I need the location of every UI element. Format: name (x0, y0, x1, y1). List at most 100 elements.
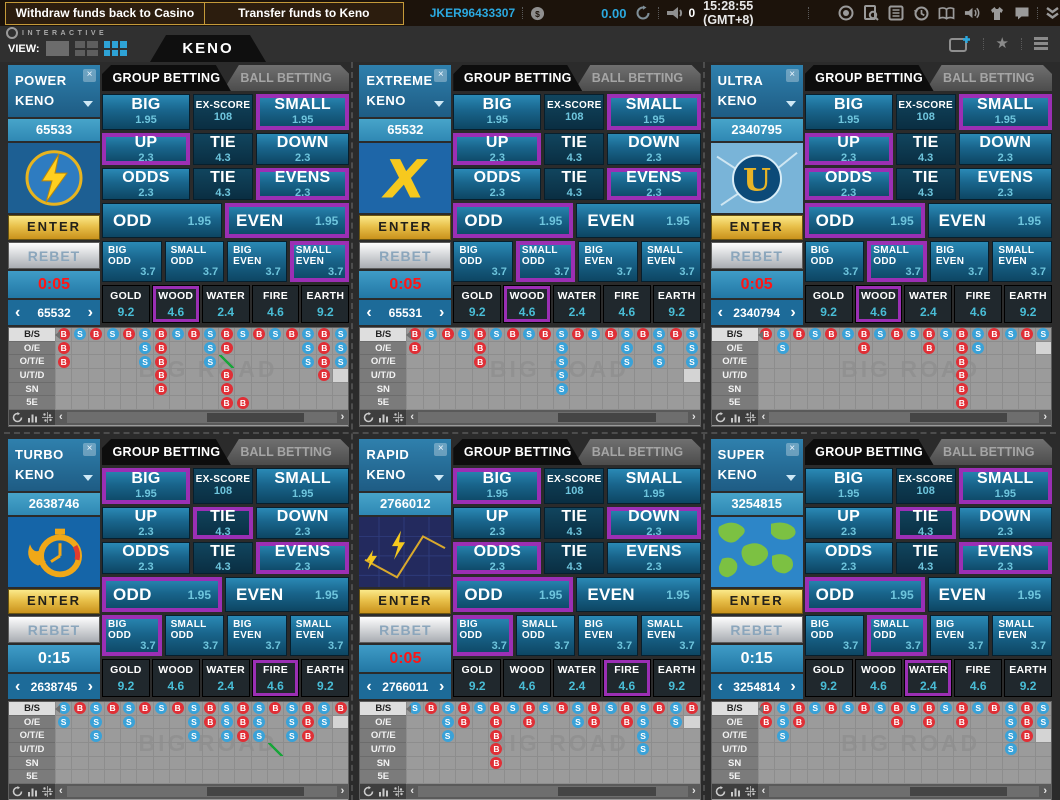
bet-earth[interactable]: EARTH 9.2 (1004, 285, 1052, 323)
bet-wood[interactable]: WOOD 4.6 (151, 285, 200, 323)
road-scatter-icon[interactable] (393, 786, 405, 798)
bet-small[interactable]: SMALL 1.95 (256, 468, 350, 504)
bet-even[interactable]: EVEN 1.95 (576, 577, 701, 612)
rules-book-icon[interactable] (938, 6, 955, 21)
bet-wood[interactable]: WOOD 4.6 (854, 659, 903, 697)
bet-big[interactable]: BIG 1.95 (804, 468, 893, 504)
bet-water[interactable]: WATER 2.4 (553, 285, 601, 323)
enter-button[interactable]: ENTER (710, 589, 803, 614)
enter-button[interactable]: ENTER (8, 589, 100, 614)
road-refresh-icon[interactable] (12, 412, 23, 423)
prev-round-arrow-icon[interactable]: ‹ (15, 303, 21, 321)
bet-big-even[interactable]: BIG EVEN 3.7 (227, 241, 287, 282)
bet-small[interactable]: SMALL 1.95 (607, 94, 701, 130)
bet-small-odd[interactable]: SMALL ODD 3.7 (164, 615, 225, 656)
road-scatter-icon[interactable] (393, 412, 405, 424)
road-scatter-icon[interactable] (744, 412, 756, 424)
tab-ball-betting[interactable]: BALL BETTING (926, 439, 1052, 465)
bet-small-odd[interactable]: SMALL ODD 3.7 (867, 241, 927, 282)
road-refresh-icon[interactable] (363, 412, 374, 423)
game-select-chevron-icon[interactable] (785, 101, 796, 107)
bet-small-odd[interactable]: SMALL ODD 3.7 (164, 241, 225, 282)
bet-gold[interactable]: GOLD 9.2 (453, 659, 502, 697)
enter-button[interactable]: ENTER (359, 215, 452, 240)
tab-group-betting[interactable]: GROUP BETTING (805, 65, 934, 91)
road-scatter-icon[interactable] (42, 412, 53, 424)
bet-big-odd[interactable]: BIG ODD 3.7 (102, 241, 162, 282)
next-round-arrow-icon[interactable]: › (790, 303, 796, 321)
bet-big-even[interactable]: BIG EVEN 3.7 (929, 615, 990, 656)
add-table-icon[interactable] (948, 35, 971, 52)
scrollbar-track[interactable] (418, 786, 688, 798)
bet-odds[interactable]: ODDS 2.3 (102, 542, 190, 574)
scroll-left-icon[interactable]: ‹ (410, 411, 414, 424)
road-stats-icon[interactable] (27, 412, 38, 423)
tab-group-betting[interactable]: GROUP BETTING (102, 65, 231, 91)
bet-even[interactable]: EVEN 1.95 (225, 203, 350, 238)
bet-gold[interactable]: GOLD 9.2 (804, 659, 853, 697)
bet-big-even[interactable]: BIG EVEN 3.7 (578, 615, 639, 656)
scrollbar-thumb[interactable] (558, 413, 656, 423)
close-panel-icon[interactable]: × (434, 443, 448, 456)
rebet-button[interactable]: REBET (8, 242, 100, 269)
announcement-horn-icon[interactable] (666, 6, 684, 20)
bet-wood[interactable]: WOOD 4.6 (503, 285, 552, 323)
road-stats-icon[interactable] (378, 412, 389, 423)
bet-tie-ud[interactable]: TIE 4.3 (544, 507, 605, 539)
transfer-funds-button[interactable]: Transfer funds to Keno (203, 1, 404, 25)
bet-up[interactable]: UP 2.3 (804, 133, 893, 165)
bet-fire[interactable]: FIRE 4.6 (602, 285, 651, 323)
close-panel-icon[interactable]: × (785, 69, 799, 82)
bet-small[interactable]: SMALL 1.95 (607, 468, 701, 504)
collapse-chevrons-icon[interactable] (1045, 6, 1060, 20)
bet-small[interactable]: SMALL 1.95 (958, 94, 1052, 130)
bet-big-odd[interactable]: BIG ODD 3.7 (453, 615, 513, 656)
road-refresh-icon[interactable] (715, 412, 726, 423)
dealer-dress-icon[interactable] (989, 6, 1005, 21)
close-panel-icon[interactable]: × (434, 69, 448, 82)
enter-button[interactable]: ENTER (8, 215, 100, 240)
scroll-left-icon[interactable]: ‹ (410, 785, 414, 798)
view-quad-button[interactable] (74, 41, 98, 56)
view-six-button[interactable] (103, 41, 127, 56)
bet-water[interactable]: WATER 2.4 (553, 659, 601, 697)
bet-big-odd[interactable]: BIG ODD 3.7 (102, 615, 162, 656)
bet-gold[interactable]: GOLD 9.2 (804, 285, 853, 323)
bet-big-odd[interactable]: BIG ODD 3.7 (804, 615, 865, 656)
bet-odd[interactable]: ODD 1.95 (804, 203, 925, 238)
bet-odds[interactable]: ODDS 2.3 (804, 168, 893, 200)
bet-odd[interactable]: ODD 1.95 (102, 577, 222, 612)
bet-earth[interactable]: EARTH 9.2 (301, 285, 350, 323)
bet-odd[interactable]: ODD 1.95 (453, 577, 574, 612)
bet-evens[interactable]: EVENS 2.3 (256, 168, 350, 200)
bet-evens[interactable]: EVENS 2.3 (256, 542, 350, 574)
scrollbar-thumb[interactable] (909, 413, 1007, 423)
rebet-button[interactable]: REBET (710, 242, 803, 269)
bet-ex-score[interactable]: EX-SCORE 108 (193, 94, 253, 130)
bet-water[interactable]: WATER 2.4 (904, 285, 953, 323)
tab-group-betting[interactable]: GROUP BETTING (453, 439, 582, 465)
scroll-right-icon[interactable]: › (691, 411, 696, 424)
next-round-arrow-icon[interactable]: › (87, 303, 93, 321)
sound-icon[interactable] (964, 6, 980, 20)
road-stats-icon[interactable] (378, 786, 389, 797)
favorites-star-icon[interactable]: ★ (995, 35, 1009, 52)
scroll-left-icon[interactable]: ‹ (761, 785, 766, 798)
bet-fire[interactable]: FIRE 4.6 (954, 659, 1003, 697)
road-stats-icon[interactable] (27, 786, 38, 797)
bet-down[interactable]: DOWN 2.3 (607, 507, 701, 539)
bet-water[interactable]: WATER 2.4 (201, 285, 250, 323)
game-select-chevron-icon[interactable] (434, 475, 445, 481)
bet-evens[interactable]: EVENS 2.3 (958, 168, 1052, 200)
bet-small-even[interactable]: SMALL EVEN 3.7 (289, 615, 350, 656)
bet-small[interactable]: SMALL 1.95 (256, 94, 350, 130)
game-select-chevron-icon[interactable] (83, 475, 93, 481)
bet-small-odd[interactable]: SMALL ODD 3.7 (867, 615, 927, 656)
bet-even[interactable]: EVEN 1.95 (927, 577, 1052, 612)
bet-up[interactable]: UP 2.3 (804, 507, 893, 539)
bet-ex-score[interactable]: EX-SCORE 108 (544, 94, 605, 130)
bet-even[interactable]: EVEN 1.95 (576, 203, 701, 238)
close-panel-icon[interactable]: × (785, 443, 799, 456)
bet-gold[interactable]: GOLD 9.2 (453, 285, 502, 323)
scrollbar-track[interactable] (769, 786, 1040, 798)
